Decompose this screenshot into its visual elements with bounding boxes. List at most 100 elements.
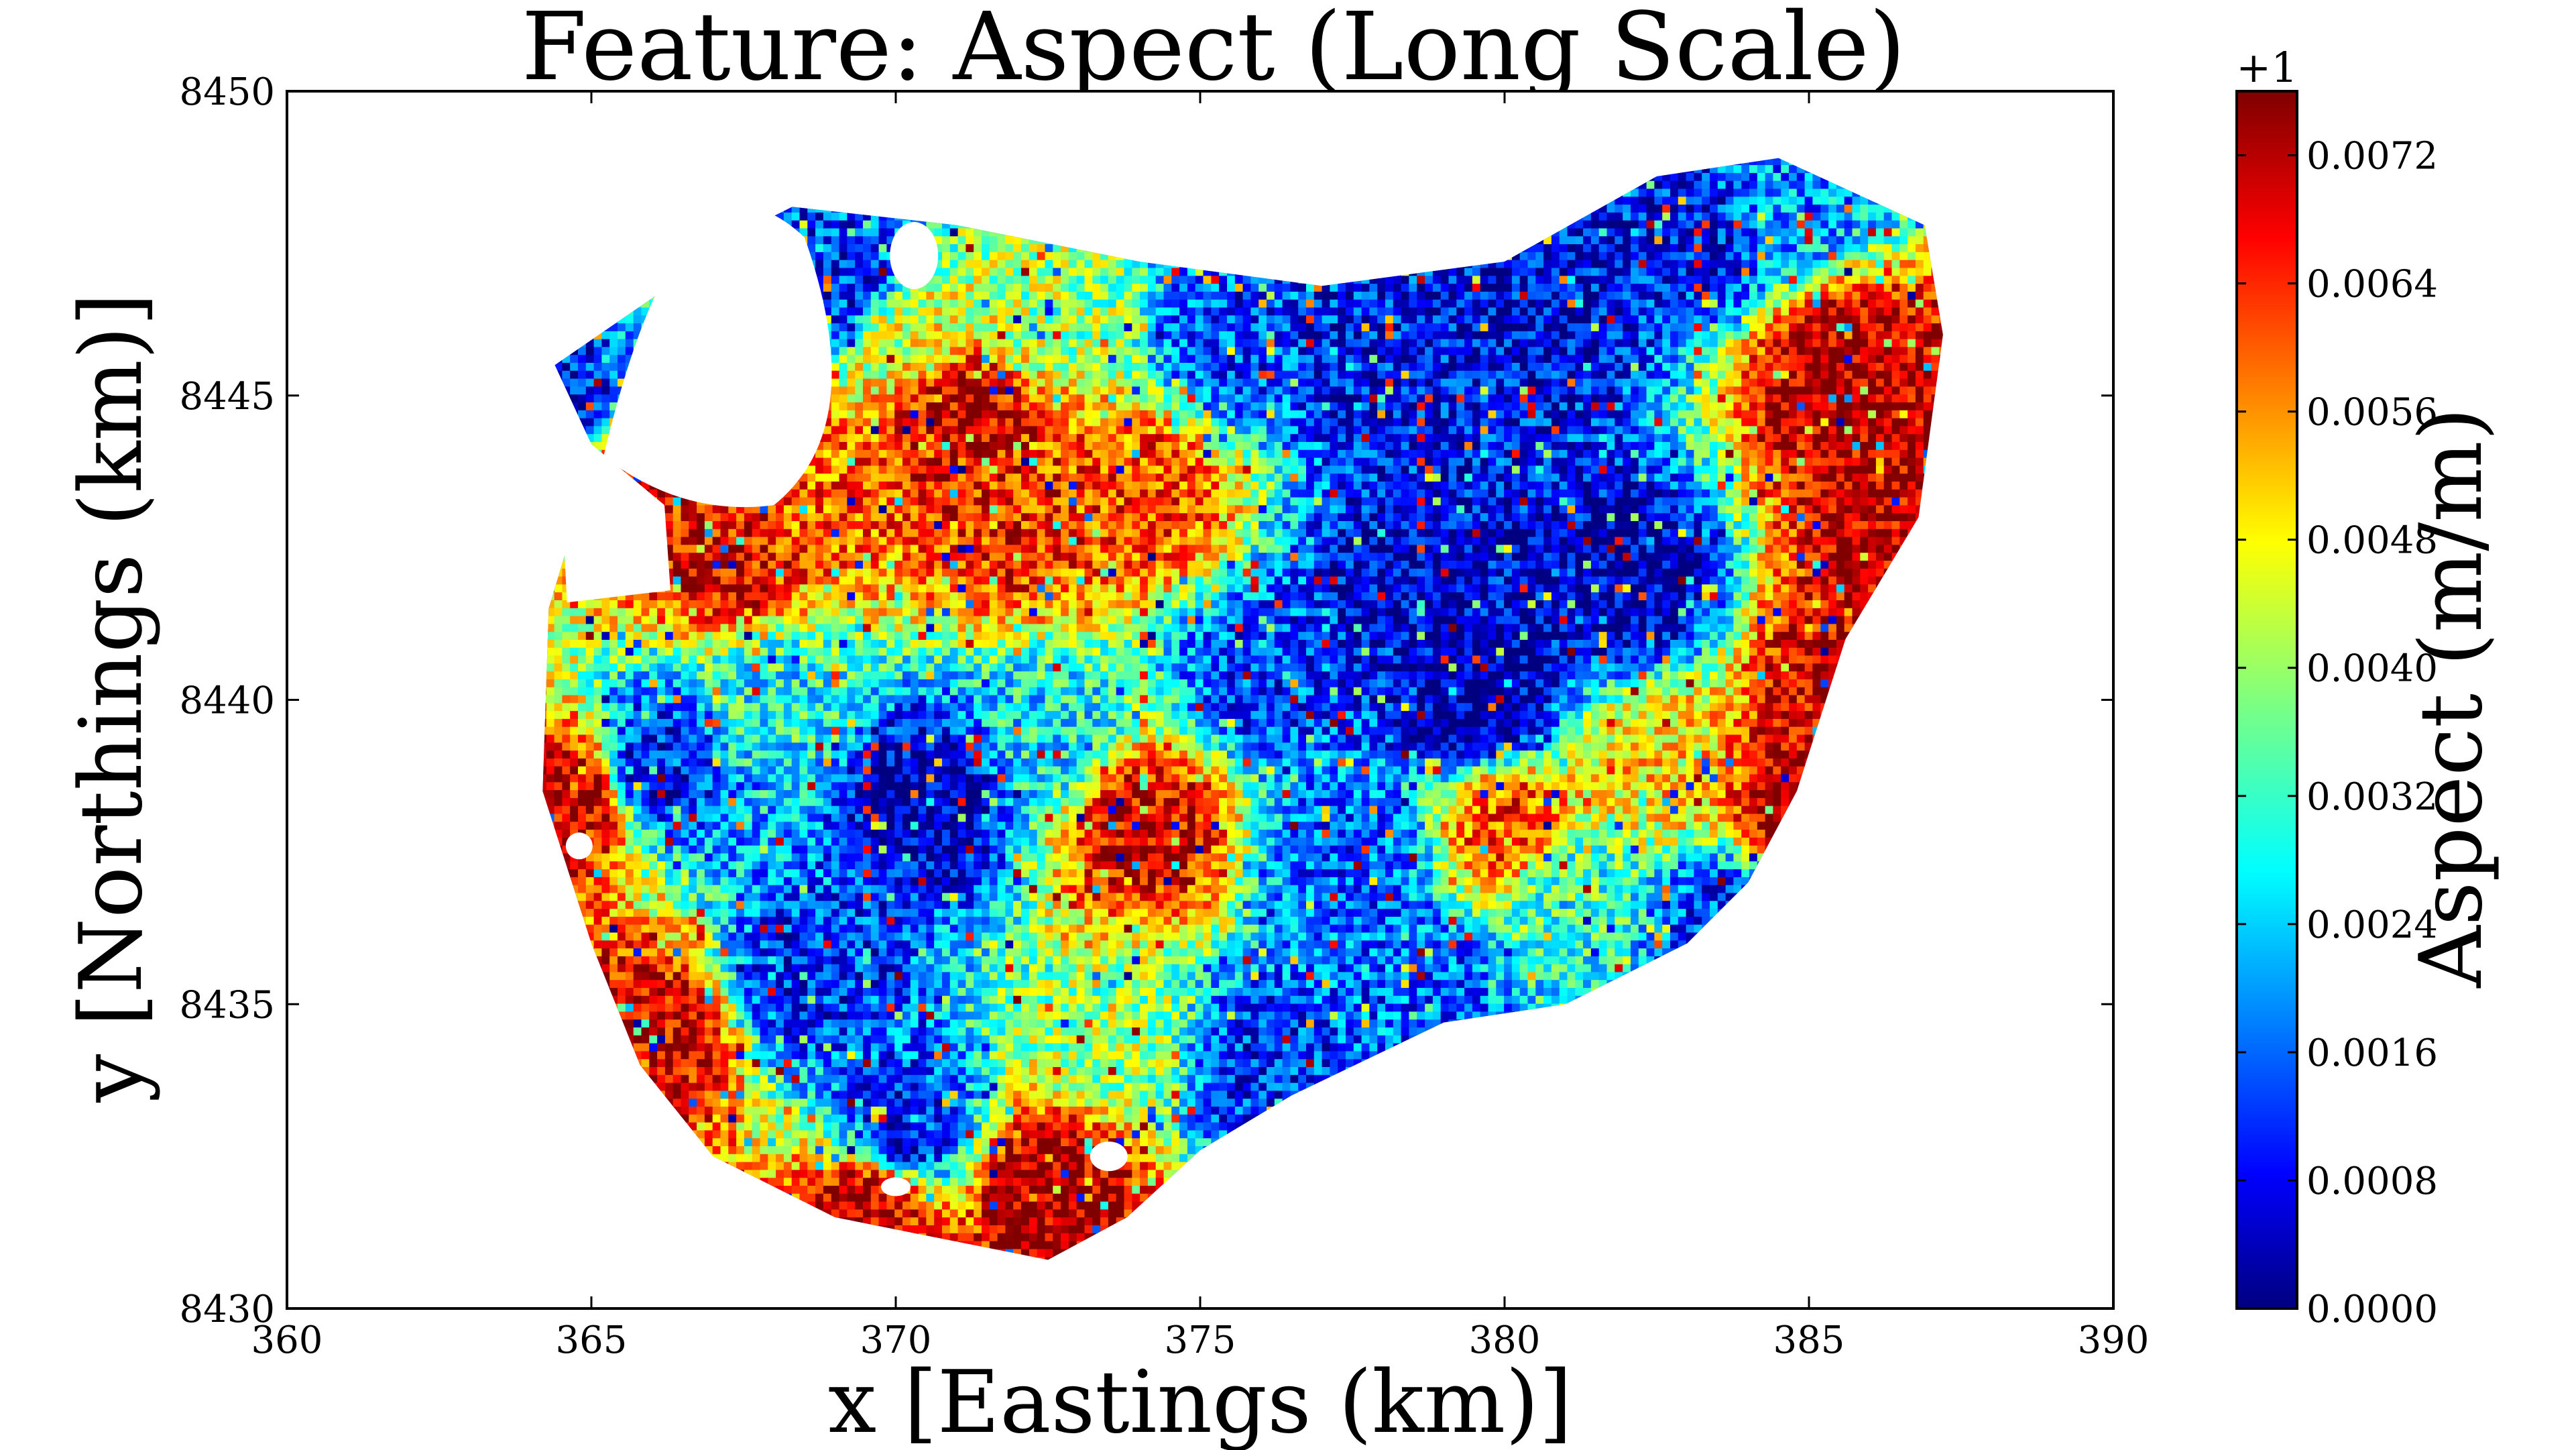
scatter-point (704, 979, 713, 988)
scatter-point (776, 757, 785, 767)
scatter-point (712, 623, 721, 632)
scatter-point (728, 623, 738, 632)
scatter-point (546, 615, 555, 624)
scatter-point (657, 749, 666, 759)
scatter-point (783, 915, 793, 925)
scatter-point (760, 592, 769, 600)
scatter-point (728, 765, 738, 775)
scatter-point (546, 638, 555, 648)
scatter-point (776, 765, 785, 775)
scatter-point (752, 781, 761, 791)
scatter-point (657, 765, 666, 775)
scatter-point (712, 1105, 721, 1115)
scatter-point (697, 963, 706, 972)
scatter-point (704, 655, 713, 664)
scatter-point (697, 623, 706, 632)
scatter-point (720, 781, 729, 791)
scatter-point (799, 742, 809, 751)
scatter-point (578, 663, 587, 672)
scatter-point (768, 955, 777, 964)
scatter-point (791, 860, 801, 870)
scatter-point (649, 805, 658, 814)
scatter-point (799, 1169, 809, 1178)
scatter-point (728, 599, 738, 608)
scatter-point (625, 663, 634, 672)
scatter-point (697, 734, 706, 743)
scatter-point (633, 884, 642, 893)
scatter-point (760, 718, 769, 727)
scatter-point (744, 631, 753, 640)
scatter-point (609, 876, 619, 885)
scatter-point (562, 647, 571, 656)
scatter-point (744, 844, 753, 854)
scatter-point (689, 631, 698, 640)
scatter-point (720, 932, 729, 941)
scatter-point (585, 915, 595, 925)
scatter-point (799, 1184, 809, 1194)
scatter-point (799, 1058, 809, 1067)
scatter-point (681, 868, 690, 877)
scatter-point (618, 813, 626, 822)
scatter-point (609, 971, 619, 981)
scatter-point (776, 813, 785, 822)
scatter-point (664, 670, 674, 679)
scatter-point (728, 1003, 738, 1012)
scatter-point (681, 559, 690, 569)
scatter-point (546, 710, 555, 719)
scatter-point (799, 1050, 809, 1060)
scatter-point (657, 924, 666, 933)
scatter-point (776, 504, 785, 514)
scatter-point (760, 1090, 769, 1099)
scatter-point (689, 773, 698, 783)
scatter-point (697, 1011, 706, 1020)
scatter-point (633, 742, 642, 751)
scatter-point (570, 623, 579, 632)
scatter-point (697, 1026, 706, 1036)
scatter-point (736, 718, 746, 727)
scatter-point (664, 836, 674, 846)
scatter-point (776, 821, 785, 830)
scatter-point (689, 757, 698, 767)
scatter-point (570, 821, 579, 830)
scatter-point (672, 583, 682, 593)
scatter-point (791, 1129, 801, 1139)
scatter-point (712, 638, 721, 648)
scatter-point (752, 702, 761, 712)
scatter-point (728, 607, 738, 616)
scatter-point (720, 638, 729, 648)
scatter-point (585, 599, 595, 608)
scatter-point (601, 765, 611, 775)
scatter-point (799, 520, 809, 529)
scatter-point (768, 678, 777, 687)
scatter-point (657, 868, 666, 877)
scatter-point (672, 678, 682, 687)
scatter-point (641, 655, 650, 664)
scatter-point (776, 567, 785, 577)
scatter-point (791, 773, 801, 783)
scatter-point (760, 987, 769, 996)
scatter-point (752, 940, 761, 949)
scatter-point (681, 694, 690, 704)
scatter-point (554, 813, 563, 822)
scatter-point (760, 583, 769, 593)
scatter-point (783, 852, 793, 862)
scatter-point (649, 655, 658, 664)
scatter-point (657, 678, 666, 687)
scatter-point (601, 947, 611, 956)
scatter-point (736, 647, 746, 656)
scatter-point (736, 702, 746, 712)
scatter-point (728, 1050, 738, 1060)
scatter-point (791, 924, 801, 933)
scatter-point (720, 955, 729, 964)
scatter-point (736, 638, 746, 648)
scatter-point (783, 1050, 793, 1060)
scatter-point (791, 615, 801, 624)
scatter-point (736, 623, 746, 632)
scatter-point (799, 559, 809, 569)
scatter-point (585, 742, 595, 751)
scatter-point (728, 868, 738, 877)
scatter-point (728, 979, 738, 988)
scatter-point (791, 1161, 801, 1170)
scatter-point (625, 940, 634, 949)
scatter-point (760, 1121, 769, 1131)
